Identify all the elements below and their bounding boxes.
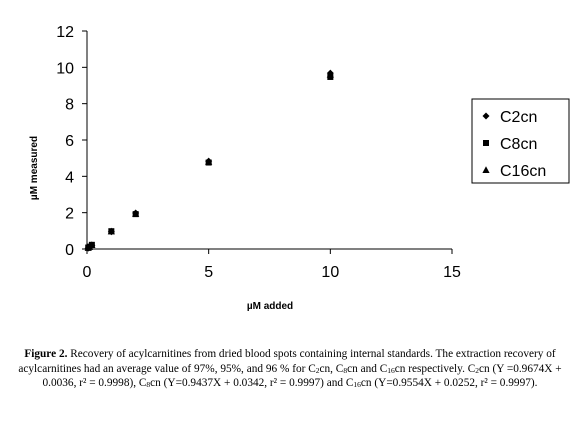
caption-text: cn, C [319, 362, 344, 375]
data-point-c16cn [88, 241, 96, 249]
legend-marker-c8cn [483, 140, 489, 146]
caption-subscript: 2 [315, 365, 320, 375]
legend: C2cn C8cn C16cn [471, 98, 570, 184]
x-tick-label: 0 [83, 264, 92, 281]
y-axis-label: µM measured [29, 136, 40, 200]
y-tick-label: 12 [56, 24, 74, 41]
x-tick-label: 5 [204, 264, 213, 281]
caption-subscript: 16 [387, 365, 395, 375]
legend-label-c8cn: C8cn [500, 136, 537, 153]
y-tick-label: 10 [56, 60, 74, 77]
caption-subscript: 8 [146, 380, 151, 390]
data-point-c16cn [205, 158, 213, 165]
y-tick-label: 8 [65, 97, 74, 114]
data-point-c16cn [132, 209, 140, 217]
caption-subscript: 2 [475, 365, 480, 375]
y-tick-label: 0 [65, 242, 74, 259]
legend-marker-c2cn [482, 112, 490, 120]
caption-subscript: 16 [353, 380, 361, 390]
data-point-c16cn [107, 227, 115, 235]
caption-text: cn respectively. C [394, 362, 476, 375]
y-tick-label: 2 [65, 206, 74, 223]
legend-label-c2cn: C2cn [500, 109, 537, 126]
caption-text: cn (Y =0.9674X + 0.0036, r² = 0.9998), C [42, 362, 562, 390]
caption-text: Recovery of acylcarnitines from dried bl… [18, 348, 556, 375]
caption-subscript: 8 [343, 365, 348, 375]
scatter-chart: 0 5 10 15 0 2 4 6 8 10 12 C2cn C8cn C16cn µM added µ… [29, 24, 570, 312]
caption-text: cn (Y=0.9554X + 0.0252, r² = 0.9997). [360, 377, 538, 390]
legend-marker-c16cn [482, 166, 490, 173]
x-axis-label: µM added [247, 301, 293, 312]
x-tick-label: 10 [321, 264, 339, 281]
x-tick-label: 15 [443, 264, 461, 281]
caption-label: Figure 2. [24, 348, 68, 360]
data-point-c16cn [326, 70, 334, 78]
caption-text: cn (Y=0.9437X + 0.0342, r² = 0.9997) and… [150, 377, 354, 390]
y-tick-label: 6 [65, 133, 74, 150]
plot-area: 0 5 10 15 0 2 4 6 8 10 12 [56, 24, 461, 281]
figure-caption: Figure 2. Recovery of acylcarnitines fro… [6, 347, 574, 391]
legend-label-c16cn: C16cn [500, 163, 546, 180]
y-tick-label: 4 [65, 169, 74, 186]
caption-text: cn and C [347, 362, 388, 375]
